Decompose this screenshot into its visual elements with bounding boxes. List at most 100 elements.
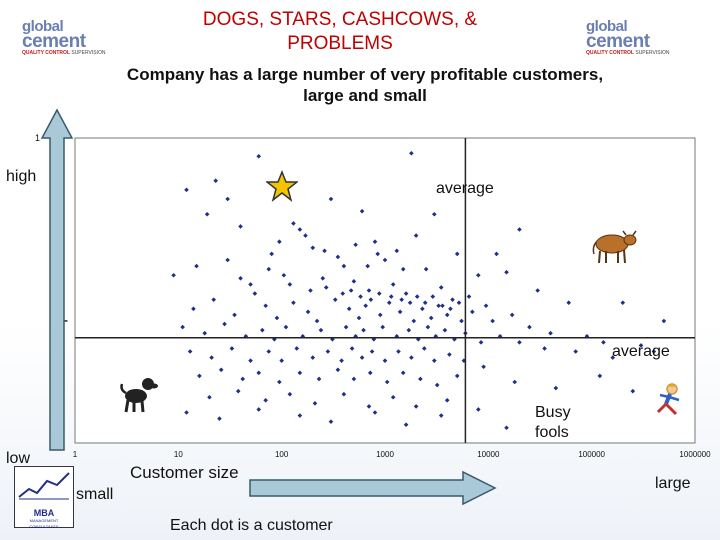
data-point <box>438 413 444 418</box>
large-label: large <box>655 475 691 492</box>
data-point <box>428 315 434 321</box>
data-point <box>459 318 464 324</box>
data-point <box>407 300 413 305</box>
data-point <box>490 318 495 324</box>
data-point <box>483 303 489 309</box>
data-point <box>423 266 429 272</box>
data-point <box>213 178 219 183</box>
x-tick-label: 10 <box>174 450 183 459</box>
x-tick-label: 1000 <box>376 450 394 459</box>
data-point <box>476 272 481 278</box>
data-point <box>263 303 268 309</box>
data-point <box>372 239 378 244</box>
data-point <box>409 150 414 156</box>
data-point <box>256 370 262 376</box>
data-point <box>277 379 282 385</box>
data-point <box>232 312 237 318</box>
global-cement-logo-right: global cement QUALITY CONTROL SUPERVISIO… <box>586 19 716 56</box>
data-point <box>481 364 486 370</box>
data-point <box>368 297 374 302</box>
data-point <box>548 330 553 336</box>
data-point <box>310 245 316 251</box>
data-point <box>332 297 338 302</box>
fools-label: fools <box>535 424 569 441</box>
data-point <box>390 394 396 400</box>
data-point <box>466 294 472 299</box>
logo-word-global: global <box>22 18 64 35</box>
data-point <box>187 349 193 354</box>
data-point <box>367 370 373 376</box>
data-point <box>256 154 262 159</box>
x-axis-label: Customer size <box>130 463 239 482</box>
data-point <box>376 291 382 296</box>
x-tick-label: 1 <box>73 450 78 459</box>
data-point <box>396 349 401 354</box>
data-point <box>421 346 427 351</box>
data-point <box>394 248 400 254</box>
data-point <box>335 254 341 260</box>
data-point <box>366 288 372 293</box>
data-point <box>601 340 606 345</box>
data-points <box>171 150 667 431</box>
data-point <box>348 288 354 293</box>
data-point <box>252 291 258 296</box>
data-point <box>406 327 412 333</box>
data-point <box>248 282 253 287</box>
data-point <box>430 294 436 299</box>
data-point <box>248 358 253 363</box>
data-point <box>517 340 522 345</box>
low-label: low <box>6 450 31 467</box>
data-point <box>325 349 331 354</box>
data-point <box>372 410 378 415</box>
data-point <box>512 379 518 385</box>
busy-fools-label: Busy fools <box>535 403 571 443</box>
data-point <box>400 370 406 376</box>
data-point <box>476 407 481 412</box>
data-point <box>509 312 515 318</box>
data-point <box>341 263 347 269</box>
data-point <box>573 349 578 354</box>
dog-icon <box>120 378 158 413</box>
data-point <box>310 355 316 360</box>
data-point <box>399 297 404 302</box>
data-point <box>191 306 196 312</box>
data-point <box>517 227 522 232</box>
data-point <box>291 300 296 305</box>
data-point <box>277 239 282 244</box>
data-point <box>184 410 189 415</box>
data-point <box>397 309 403 315</box>
data-point <box>366 404 372 409</box>
data-point <box>456 300 462 305</box>
data-point <box>279 358 284 363</box>
data-point <box>328 419 334 424</box>
data-point <box>351 279 357 284</box>
data-point <box>218 367 224 373</box>
data-point <box>316 376 322 382</box>
mba-logo: MBA MANAGEMENT CONSULTANTS <box>14 466 74 529</box>
title-line-2: PROBLEMS <box>287 33 393 54</box>
data-point <box>349 346 355 351</box>
data-point <box>217 416 222 421</box>
data-point <box>527 324 532 330</box>
data-point <box>597 373 603 379</box>
y-tick-top: 1 <box>35 133 40 143</box>
data-point <box>454 251 460 257</box>
average-label-top: average <box>436 180 494 197</box>
data-point <box>287 391 293 397</box>
data-point <box>369 349 375 354</box>
data-point <box>432 358 437 363</box>
data-point <box>403 291 409 296</box>
data-point <box>323 285 329 290</box>
page-title: DOGS, STARS, CASHCOWS, & PROBLEMS <box>160 8 520 56</box>
data-point <box>470 309 475 315</box>
data-point <box>335 367 341 373</box>
data-point <box>447 352 452 357</box>
data-point <box>438 285 444 290</box>
mba-text: MBA <box>33 508 55 518</box>
data-point <box>283 324 289 330</box>
data-point <box>294 346 300 351</box>
data-point <box>630 388 636 394</box>
data-point <box>403 422 409 427</box>
data-point <box>413 233 419 238</box>
data-point <box>222 321 227 327</box>
